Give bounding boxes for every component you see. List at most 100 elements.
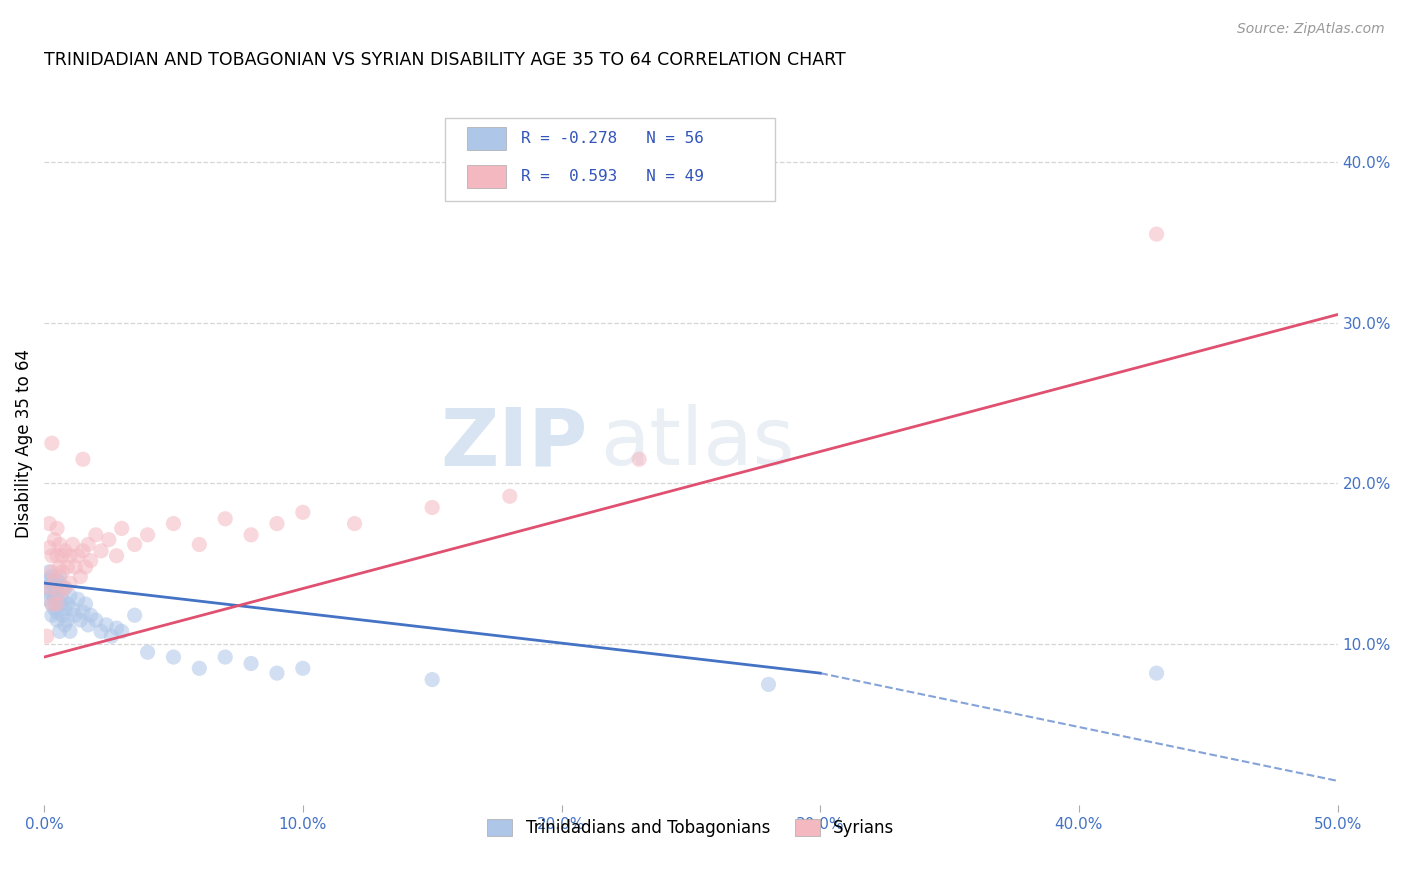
Point <box>266 666 288 681</box>
Point <box>63 608 86 623</box>
Point <box>343 516 366 531</box>
Point <box>38 586 60 600</box>
Point <box>62 537 84 551</box>
Point <box>48 597 70 611</box>
Point <box>46 549 69 563</box>
Point <box>758 677 780 691</box>
Point <box>48 586 70 600</box>
Text: TRINIDADIAN AND TOBAGONIAN VS SYRIAN DISABILITY AGE 35 TO 64 CORRELATION CHART: TRINIDADIAN AND TOBAGONIAN VS SYRIAN DIS… <box>44 51 846 69</box>
Point <box>44 589 66 603</box>
Point <box>79 553 101 567</box>
Point <box>77 537 100 551</box>
Point <box>72 544 94 558</box>
Point <box>59 589 82 603</box>
FancyBboxPatch shape <box>467 127 506 150</box>
Legend: Trinidadians and Tobagonians, Syrians: Trinidadians and Tobagonians, Syrians <box>481 813 901 844</box>
Point <box>111 624 134 639</box>
Point <box>420 673 443 687</box>
Y-axis label: Disability Age 35 to 64: Disability Age 35 to 64 <box>15 349 32 538</box>
Point <box>53 581 76 595</box>
Point <box>105 621 128 635</box>
Point <box>46 521 69 535</box>
Point <box>41 597 63 611</box>
Point <box>63 560 86 574</box>
Point <box>69 613 91 627</box>
Point <box>41 549 63 563</box>
Point <box>214 650 236 665</box>
Point <box>35 592 58 607</box>
Point <box>1146 227 1168 241</box>
Point <box>48 569 70 583</box>
Point <box>162 516 184 531</box>
Point <box>41 597 63 611</box>
Point <box>51 581 73 595</box>
Point <box>38 541 60 555</box>
Point <box>41 569 63 583</box>
Text: R =  0.593   N = 49: R = 0.593 N = 49 <box>522 169 704 184</box>
Point <box>51 549 73 563</box>
Point <box>41 436 63 450</box>
Point <box>41 565 63 579</box>
Point <box>48 576 70 591</box>
Point <box>46 586 69 600</box>
Point <box>44 573 66 587</box>
Point <box>240 657 263 671</box>
Point <box>44 581 66 595</box>
Point <box>56 597 79 611</box>
Point <box>51 608 73 623</box>
Point <box>46 573 69 587</box>
Point <box>59 576 82 591</box>
Point <box>97 533 120 547</box>
Text: R = -0.278   N = 56: R = -0.278 N = 56 <box>522 131 704 145</box>
Point <box>48 560 70 574</box>
Point <box>266 516 288 531</box>
Point <box>59 549 82 563</box>
Point <box>46 597 69 611</box>
Point <box>46 613 69 627</box>
Text: atlas: atlas <box>600 404 794 483</box>
Point <box>90 544 112 558</box>
Point <box>53 618 76 632</box>
Point <box>35 629 58 643</box>
Point <box>77 618 100 632</box>
Point <box>48 624 70 639</box>
FancyBboxPatch shape <box>446 118 775 201</box>
Point <box>38 581 60 595</box>
Point <box>96 618 118 632</box>
Point <box>136 645 159 659</box>
Point <box>41 576 63 591</box>
Point <box>214 512 236 526</box>
Point <box>56 560 79 574</box>
Point <box>72 605 94 619</box>
Point <box>1146 666 1168 681</box>
Point <box>75 597 97 611</box>
Point <box>628 452 651 467</box>
Point <box>38 516 60 531</box>
Point <box>72 452 94 467</box>
Point <box>56 613 79 627</box>
Point <box>44 592 66 607</box>
Point <box>51 565 73 579</box>
Point <box>75 560 97 574</box>
Point <box>124 608 146 623</box>
Point <box>41 608 63 623</box>
Point <box>44 533 66 547</box>
Point <box>240 528 263 542</box>
Point <box>84 613 107 627</box>
Point <box>90 624 112 639</box>
Point <box>51 592 73 607</box>
Point <box>35 581 58 595</box>
Point <box>79 608 101 623</box>
FancyBboxPatch shape <box>467 165 506 187</box>
Point <box>53 602 76 616</box>
Point <box>291 505 314 519</box>
Point <box>66 549 89 563</box>
Point <box>53 581 76 595</box>
Point <box>44 602 66 616</box>
Text: Source: ZipAtlas.com: Source: ZipAtlas.com <box>1237 22 1385 37</box>
Point <box>100 629 122 643</box>
Point <box>38 573 60 587</box>
Point <box>84 528 107 542</box>
Point <box>420 500 443 515</box>
Point <box>62 602 84 616</box>
